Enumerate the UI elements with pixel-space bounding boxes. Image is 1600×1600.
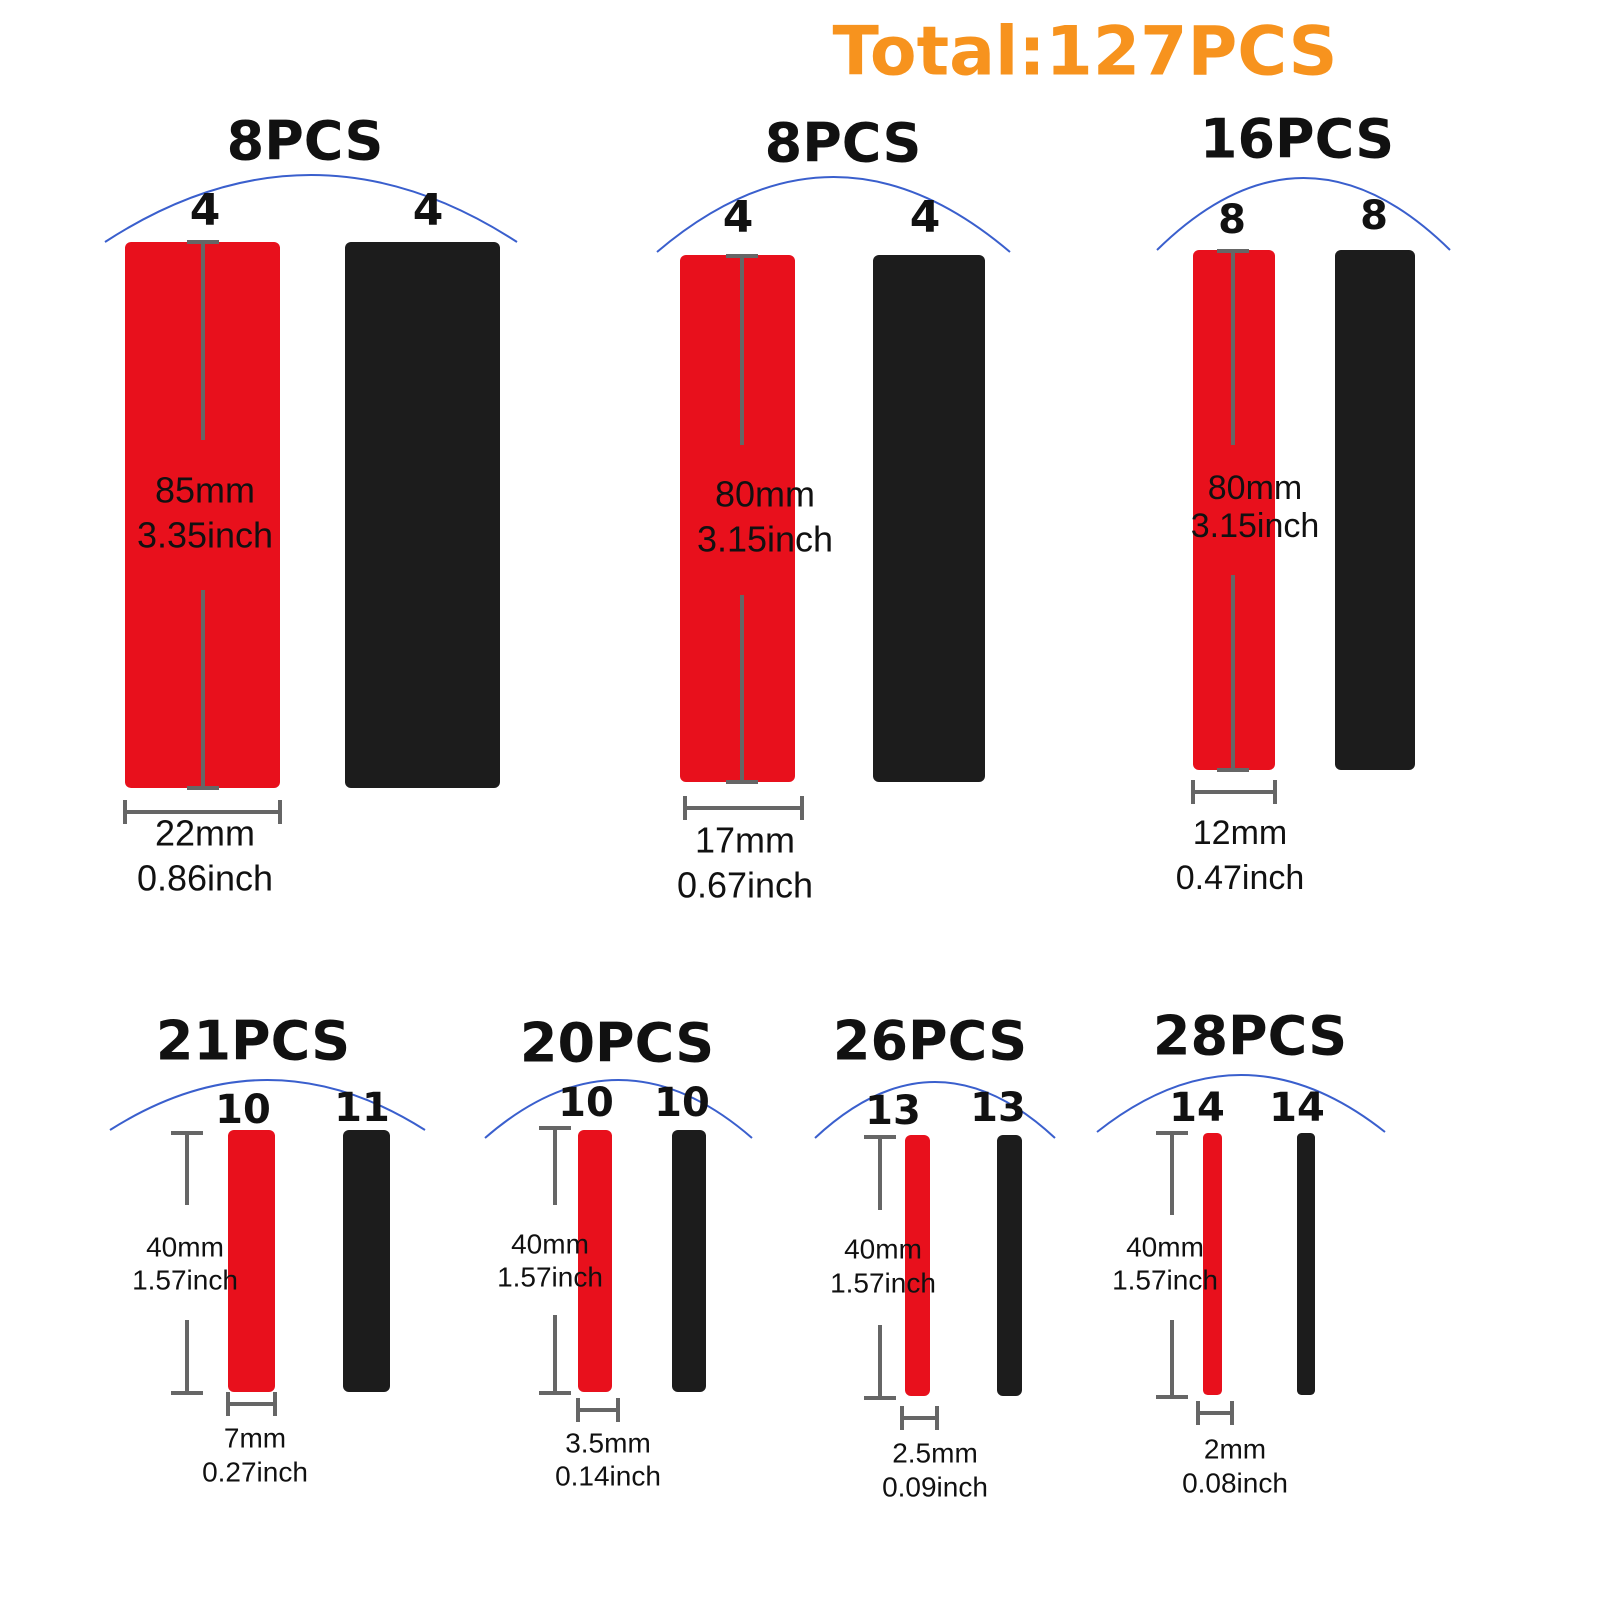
red-tube [228,1130,275,1392]
group-total: 20PCS [520,1012,714,1075]
bracket-arc [1096,1074,1386,1133]
width-mm: 2mm [1204,1433,1266,1464]
red-tube [1193,250,1275,770]
width-inch: 0.86inch [137,858,273,899]
red-tube [1203,1133,1222,1395]
black-count: 8 [1360,193,1388,239]
black-count: 4 [910,192,941,243]
red-count: 13 [865,1088,921,1134]
group-total: 16PCS [1200,108,1394,171]
group-total: 8PCS [227,110,384,173]
length-mm: 85mm [155,470,255,511]
black-tube [1335,250,1415,770]
length-mm: 80mm [715,474,815,515]
width-mm: 3.5mm [565,1427,651,1458]
bracket-arc [484,1079,753,1139]
black-count: 10 [654,1080,710,1126]
bracket-arc [104,174,518,243]
length-inch: 3.35inch [137,515,273,556]
black-count: 14 [1269,1085,1325,1131]
bracket-arc [109,1079,426,1131]
black-count: 11 [334,1085,390,1131]
length-inch: 1.57inch [1112,1264,1218,1295]
length-inch: 1.57inch [132,1264,238,1295]
red-count: 4 [190,185,221,236]
width-mm: 7mm [224,1422,286,1453]
width-inch: 0.27inch [202,1456,308,1487]
black-tube [997,1135,1022,1396]
width-inch: 0.47inch [1176,859,1305,897]
red-count: 4 [723,192,754,243]
black-tube [345,242,500,788]
width-mm: 22mm [155,813,255,854]
group-total: 26PCS [833,1010,1027,1073]
length-inch: 3.15inch [1191,507,1320,545]
length-mm: 40mm [146,1231,224,1262]
width-inch: 0.08inch [1182,1467,1288,1498]
group-total: 21PCS [156,1010,350,1073]
width-mm: 17mm [695,820,795,861]
red-tube [905,1135,930,1396]
width-inch: 0.67inch [677,865,813,906]
length-mm: 80mm [1208,469,1302,507]
length-inch: 3.15inch [697,519,833,560]
red-count: 14 [1169,1085,1225,1131]
red-count: 8 [1218,197,1246,243]
width-mm: 2.5mm [892,1437,978,1468]
red-tube [578,1130,612,1392]
length-inch: 1.57inch [830,1267,936,1298]
bracket-arc [656,176,1011,253]
black-tube [672,1130,706,1392]
black-tube [343,1130,390,1392]
width-inch: 0.14inch [555,1460,661,1491]
bracket-arc [1156,177,1451,251]
red-tube [125,242,280,788]
black-count: 4 [413,185,444,236]
group-total: 28PCS [1153,1005,1347,1068]
bracket-arc [814,1081,1056,1139]
black-count: 13 [970,1085,1026,1131]
red-count: 10 [558,1080,614,1126]
length-mm: 40mm [1126,1231,1204,1262]
length-mm: 40mm [844,1233,922,1264]
black-tube [873,255,985,782]
width-inch: 0.09inch [882,1471,988,1502]
black-tube [1297,1133,1315,1395]
length-inch: 1.57inch [497,1261,603,1292]
red-tube [680,255,795,782]
red-count: 10 [215,1087,271,1133]
width-mm: 12mm [1193,814,1287,852]
length-mm: 40mm [511,1228,589,1259]
group-total: 8PCS [765,112,922,175]
total-title: Total:127PCS [833,13,1338,92]
